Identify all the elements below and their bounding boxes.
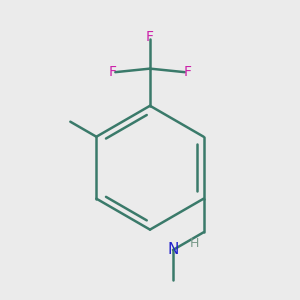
Text: N: N xyxy=(167,242,179,257)
Text: F: F xyxy=(146,30,154,44)
Text: F: F xyxy=(184,65,191,79)
Text: F: F xyxy=(109,65,116,79)
Text: H: H xyxy=(190,237,200,250)
